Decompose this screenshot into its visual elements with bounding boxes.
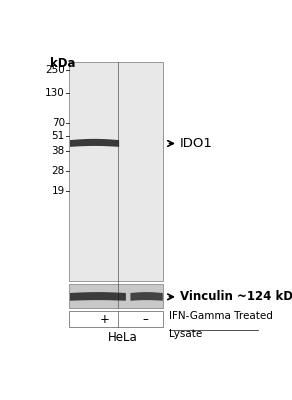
Bar [69, 62, 163, 280]
Text: kDa: kDa [50, 57, 76, 70]
Text: 250: 250 [45, 65, 65, 75]
Text: IDO1: IDO1 [180, 137, 213, 150]
Text: –: – [142, 312, 148, 326]
Polygon shape [70, 139, 119, 147]
Text: IFN-Gamma Treated: IFN-Gamma Treated [169, 311, 273, 321]
Text: HeLa: HeLa [108, 331, 137, 344]
Text: 38: 38 [51, 146, 65, 156]
Text: 130: 130 [45, 88, 65, 98]
Text: Lysate: Lysate [169, 329, 202, 339]
Text: 28: 28 [51, 166, 65, 176]
Text: 19: 19 [51, 186, 65, 196]
Text: +: + [100, 312, 109, 326]
Bar [69, 311, 163, 327]
Text: 70: 70 [52, 118, 65, 128]
Polygon shape [70, 292, 126, 301]
Bar [69, 284, 163, 308]
Text: Vinculin ~124 kDa: Vinculin ~124 kDa [180, 290, 292, 303]
Text: 51: 51 [51, 131, 65, 141]
Polygon shape [131, 292, 163, 301]
